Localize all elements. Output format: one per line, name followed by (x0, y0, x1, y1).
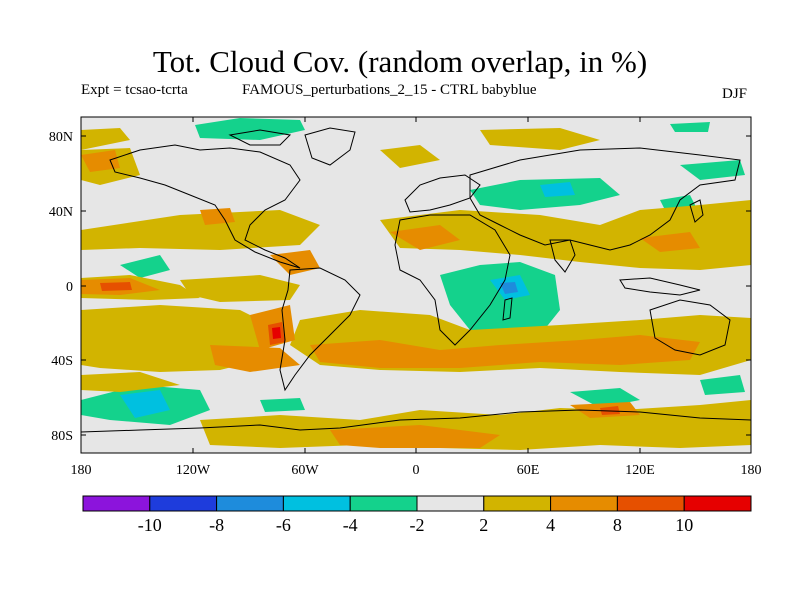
contour-patch (380, 200, 751, 270)
contour-patch (480, 128, 600, 150)
contour-patch (670, 122, 710, 132)
colorbar-label: 8 (613, 515, 622, 535)
coastline-south-america (279, 267, 361, 392)
contour-patch (200, 208, 235, 225)
colorbar-swatch (82, 495, 151, 512)
contour-patch (195, 118, 305, 140)
contour-patch (700, 375, 745, 395)
coastline-madagascar (502, 297, 513, 321)
contour-patch (260, 398, 305, 412)
lon-tick-label: 180 (71, 463, 92, 478)
contour-patch (330, 425, 500, 448)
contour-patch (180, 275, 300, 302)
lon-tick-label: 60E (517, 463, 540, 478)
colorbar-swatch (282, 495, 351, 512)
season-label: DJF (722, 86, 748, 102)
lat-tick-label: 0 (66, 280, 73, 295)
lon-tick-label: 120E (625, 463, 655, 478)
contour-patch (310, 335, 700, 368)
lat-tick-label: 80S (51, 429, 73, 444)
coastline-india (549, 239, 576, 273)
lat-tick-label: 80N (49, 130, 73, 145)
colorbar-label: 2 (479, 515, 488, 535)
colorbar-swatch (616, 495, 685, 512)
lat-tick-label: 40S (51, 354, 73, 369)
coastline-antarctica (81, 409, 751, 433)
coastline-asia (469, 147, 741, 251)
contour-patch (500, 282, 518, 294)
lon-tick-label: 0 (413, 463, 420, 478)
coastline-europe (404, 174, 481, 213)
coastline-greenland (304, 127, 356, 166)
coastline-indonesia (619, 277, 701, 296)
colorbar-swatch (216, 495, 284, 512)
colorbar-label: 4 (546, 515, 555, 535)
colorbar-label: -8 (209, 515, 224, 535)
coastline-japan (689, 199, 704, 223)
lon-tick-label: 180 (741, 463, 762, 478)
contour-patch (540, 182, 575, 197)
colorbar-label: -4 (343, 515, 358, 535)
lat-tick-label: 40N (49, 205, 73, 220)
colorbar-label: 10 (675, 515, 693, 535)
lon-axis (80, 117, 752, 453)
colorbar-label: -10 (138, 515, 162, 535)
contour-patch (100, 282, 132, 291)
colorbar-swatch (349, 495, 418, 512)
coastline-north-america (109, 144, 301, 269)
coastline-arctic (228, 129, 292, 146)
contour-patch (81, 210, 320, 250)
plot-title: Tot. Cloud Cov. (random overlap, in %) (152, 44, 648, 79)
contour-patch (390, 225, 460, 250)
contour-patch (210, 345, 300, 372)
colorbar-label: -6 (276, 515, 291, 535)
colorbar-label: -2 (410, 515, 425, 535)
contour-patch (440, 262, 560, 340)
contour-patch (120, 390, 170, 418)
contour-patch (380, 145, 440, 168)
lon-tick-label: 60W (291, 463, 319, 478)
colorbar: -10 -8 -6 -4 -2 2 4 8 10 (82, 495, 752, 535)
colorbar-swatch (149, 495, 218, 512)
contour-fills (81, 118, 751, 450)
contour-patch (81, 150, 120, 172)
run-label: FAMOUS_perturbations_2_15 - CTRL babyblu… (242, 82, 537, 98)
contour-patch (272, 327, 281, 339)
contour-patch (680, 160, 745, 180)
contour-patch (81, 372, 180, 392)
colorbar-swatch (416, 495, 485, 512)
colorbar-swatch (483, 495, 552, 512)
contour-patch (120, 255, 170, 278)
experiment-label: Expt = tcsao-tcrta (81, 82, 188, 98)
colorbar-swatch (550, 495, 618, 512)
coastlines (81, 127, 751, 433)
coastline-australia (649, 299, 731, 356)
map-panel: 80N 40N 0 40S 80S 180 120W 60W 0 60E 120… (49, 116, 762, 478)
lat-axis (81, 135, 751, 436)
contour-patch (640, 232, 700, 252)
lon-tick-label: 120W (176, 463, 211, 478)
coastline-africa (394, 214, 511, 346)
colorbar-swatch (683, 495, 752, 512)
contour-patch (81, 128, 130, 150)
